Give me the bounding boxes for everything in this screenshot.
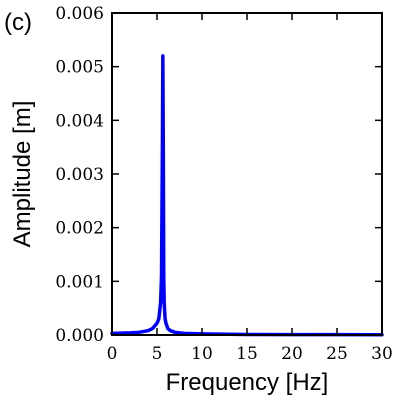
ticks: 0 5 10 15 20 25 30 0.000 0.001 0.002 0.003 0.004 0.0…: [55, 4, 392, 364]
chart-marks: [110, 54, 384, 337]
y-tick-label: 0.001: [55, 272, 104, 292]
x-axis-label: Frequency [Hz]: [166, 369, 329, 396]
y-tick-label: 0.003: [55, 165, 104, 185]
y-tick-label: 0.005: [55, 58, 104, 78]
x-tick-label: 10: [191, 344, 213, 364]
x-tick-label: 25: [326, 344, 348, 364]
series-line-0: [110, 54, 384, 337]
x-tick-label: 5: [152, 344, 163, 364]
panel-label: (c): [4, 9, 32, 36]
plot-frame: [111, 12, 383, 336]
y-tick-label: 0.004: [55, 111, 104, 131]
x-tick-label: 20: [281, 344, 303, 364]
y-axis-label: Amplitude [m]: [9, 101, 36, 248]
y-tick-label: 0.000: [55, 326, 104, 346]
x-tick-label: 0: [107, 344, 118, 364]
y-tick-label: 0.006: [55, 4, 104, 24]
y-tick-label: 0.002: [55, 219, 104, 239]
x-tick-label: 15: [236, 344, 258, 364]
x-tick-label: 30: [371, 344, 393, 364]
